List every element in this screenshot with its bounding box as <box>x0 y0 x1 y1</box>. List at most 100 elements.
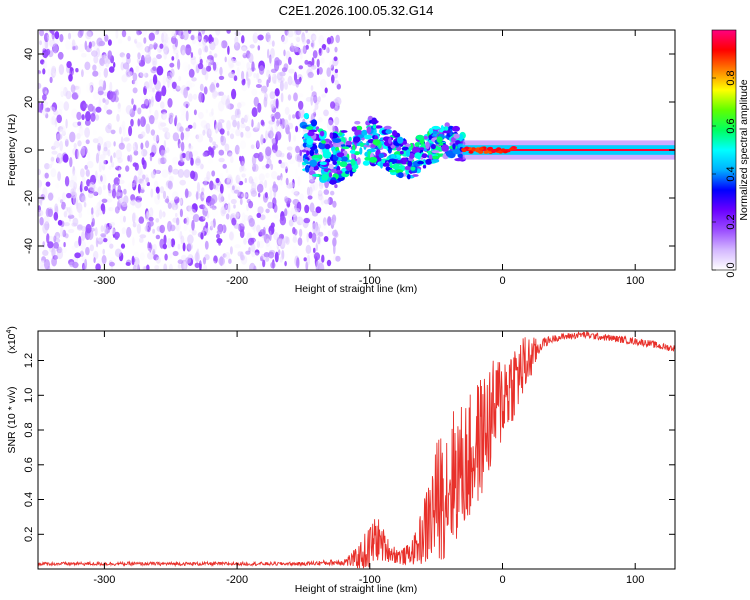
heatmap-noise-cell <box>240 131 244 138</box>
heatmap-noise-cell <box>125 261 131 266</box>
heatmap-noise-cell <box>46 233 50 244</box>
heatmap-noise-cell <box>101 198 108 203</box>
heatmap-noise-cell <box>109 81 113 93</box>
heatmap-noise-cell <box>85 111 91 122</box>
heatmap-noise-cell <box>297 237 303 246</box>
heatmap-noise-cell <box>154 265 160 270</box>
heatmap-noise-cell <box>84 164 88 170</box>
heatmap-noise-cell <box>261 146 266 157</box>
heatmap-noise-cell <box>200 163 204 170</box>
heatmap-transition-cell <box>321 173 329 181</box>
heatmap-noise-cell <box>78 235 82 247</box>
heatmap-noise-cell <box>283 119 289 128</box>
heatmap-noise-cell <box>156 54 162 60</box>
heatmap-noise-cell <box>113 152 116 159</box>
heatmap-noise-cell <box>250 190 257 197</box>
heatmap-transition-cell <box>349 149 356 154</box>
heatmap-transition-cell <box>354 120 361 125</box>
heatmap-noise-cell <box>108 195 114 203</box>
heatmap-noise-cell <box>122 62 130 70</box>
heatmap-noise-cell <box>43 215 50 225</box>
heatmap-transition-cell <box>452 125 460 132</box>
heatmap-noise-cell <box>271 171 278 180</box>
heatmap-noise-cell <box>87 103 94 112</box>
heatmap-noise-cell <box>219 40 223 50</box>
heatmap-noise-cell <box>145 247 152 253</box>
heatmap-noise-cell <box>180 141 185 152</box>
heatmap-noise-cell <box>225 213 230 220</box>
heatmap-noise-cell <box>169 175 174 183</box>
heatmap-noise-cell <box>137 133 144 139</box>
heatmap-noise-cell <box>323 109 329 117</box>
heatmap-noise-cell <box>255 140 260 150</box>
heatmap-transition-cell <box>407 160 413 167</box>
heatmap-noise-cell <box>244 178 247 183</box>
heatmap-noise-cell <box>71 108 78 119</box>
heatmap-transition-cell <box>431 155 440 160</box>
heatmap-noise-cell <box>202 151 208 157</box>
heatmap-noise-cell <box>334 79 339 86</box>
heatmap-noise-cell <box>123 215 126 223</box>
heatmap-noise-cell <box>42 86 48 94</box>
heatmap-noise-cell <box>149 154 153 162</box>
heatmap-noise-cell <box>42 187 48 198</box>
heatmap-noise-cell <box>213 53 218 58</box>
heatmap-noise-cell <box>178 75 182 82</box>
heatmap-noise-cell <box>239 59 245 70</box>
heatmap-noise-cell <box>51 102 58 112</box>
heatmap-noise-cell <box>71 39 76 47</box>
heatmap-noise-cell <box>270 126 274 138</box>
heatmap-noise-cell <box>192 150 199 157</box>
heatmap-noise-cell <box>151 90 154 101</box>
heatmap-noise-cell <box>81 182 84 190</box>
heatmap-transition-cell <box>309 159 318 167</box>
heatmap-noise-cell <box>316 58 320 68</box>
heatmap-transition-cell <box>431 159 440 163</box>
heatmap-noise-cell <box>116 90 123 99</box>
heatmap-noise-cell <box>60 171 66 177</box>
heatmap-noise-cell <box>269 187 274 192</box>
heatmap-noise-cell <box>307 195 313 200</box>
heatmap-noise-cell <box>114 248 122 258</box>
heatmap-noise-cell <box>69 157 73 168</box>
y-tick-label: 0.4 <box>23 492 35 507</box>
heatmap-noise-cell <box>275 123 279 132</box>
heatmap-noise-cell <box>153 43 159 48</box>
heatmap-noise-cell <box>211 37 214 42</box>
heatmap-noise-cell <box>310 64 317 70</box>
heatmap-transition-cell <box>452 143 456 150</box>
heatmap-noise-cell <box>93 257 96 264</box>
heatmap-noise-cell <box>288 114 292 121</box>
heatmap-noise-cell <box>275 131 282 141</box>
heatmap-noise-cell <box>52 142 58 149</box>
heatmap-noise-cell <box>155 186 160 194</box>
heatmap-noise-cell <box>215 177 220 184</box>
heatmap-transition-cell <box>314 148 319 154</box>
heatmap-noise-cell <box>240 167 247 172</box>
heatmap-noise-cell <box>63 211 68 218</box>
heatmap-noise-cell <box>95 209 100 218</box>
heatmap-noise-cell <box>122 126 126 137</box>
heatmap-noise-cell <box>292 227 296 235</box>
heatmap-transition-cell <box>450 136 457 143</box>
heatmap-noise-cell <box>57 150 63 159</box>
heatmap-noise-cell <box>273 214 280 219</box>
heatmap-noise-cell <box>281 35 289 45</box>
heatmap-noise-cell <box>328 117 334 126</box>
heatmap-transition-cell <box>405 149 411 157</box>
heatmap-noise-cell <box>218 75 225 80</box>
heatmap-noise-cell <box>302 44 307 55</box>
heatmap-noise-cell <box>209 119 215 126</box>
heatmap-noise-cell <box>306 64 311 69</box>
heatmap-noise-cell <box>63 136 69 141</box>
heatmap-noise-cell <box>120 175 125 187</box>
heatmap-noise-cell <box>204 45 209 53</box>
heatmap-transition-cell <box>455 140 461 145</box>
heatmap-transition-cell <box>324 143 331 150</box>
heatmap-noise-cell <box>298 228 303 238</box>
heatmap-noise-cell <box>151 142 158 153</box>
heatmap-noise-cell <box>107 149 111 157</box>
heatmap-noise-cell <box>296 216 304 226</box>
heatmap-transition-cell <box>385 166 391 172</box>
colorbar-tick-label: 0.6 <box>725 118 737 133</box>
